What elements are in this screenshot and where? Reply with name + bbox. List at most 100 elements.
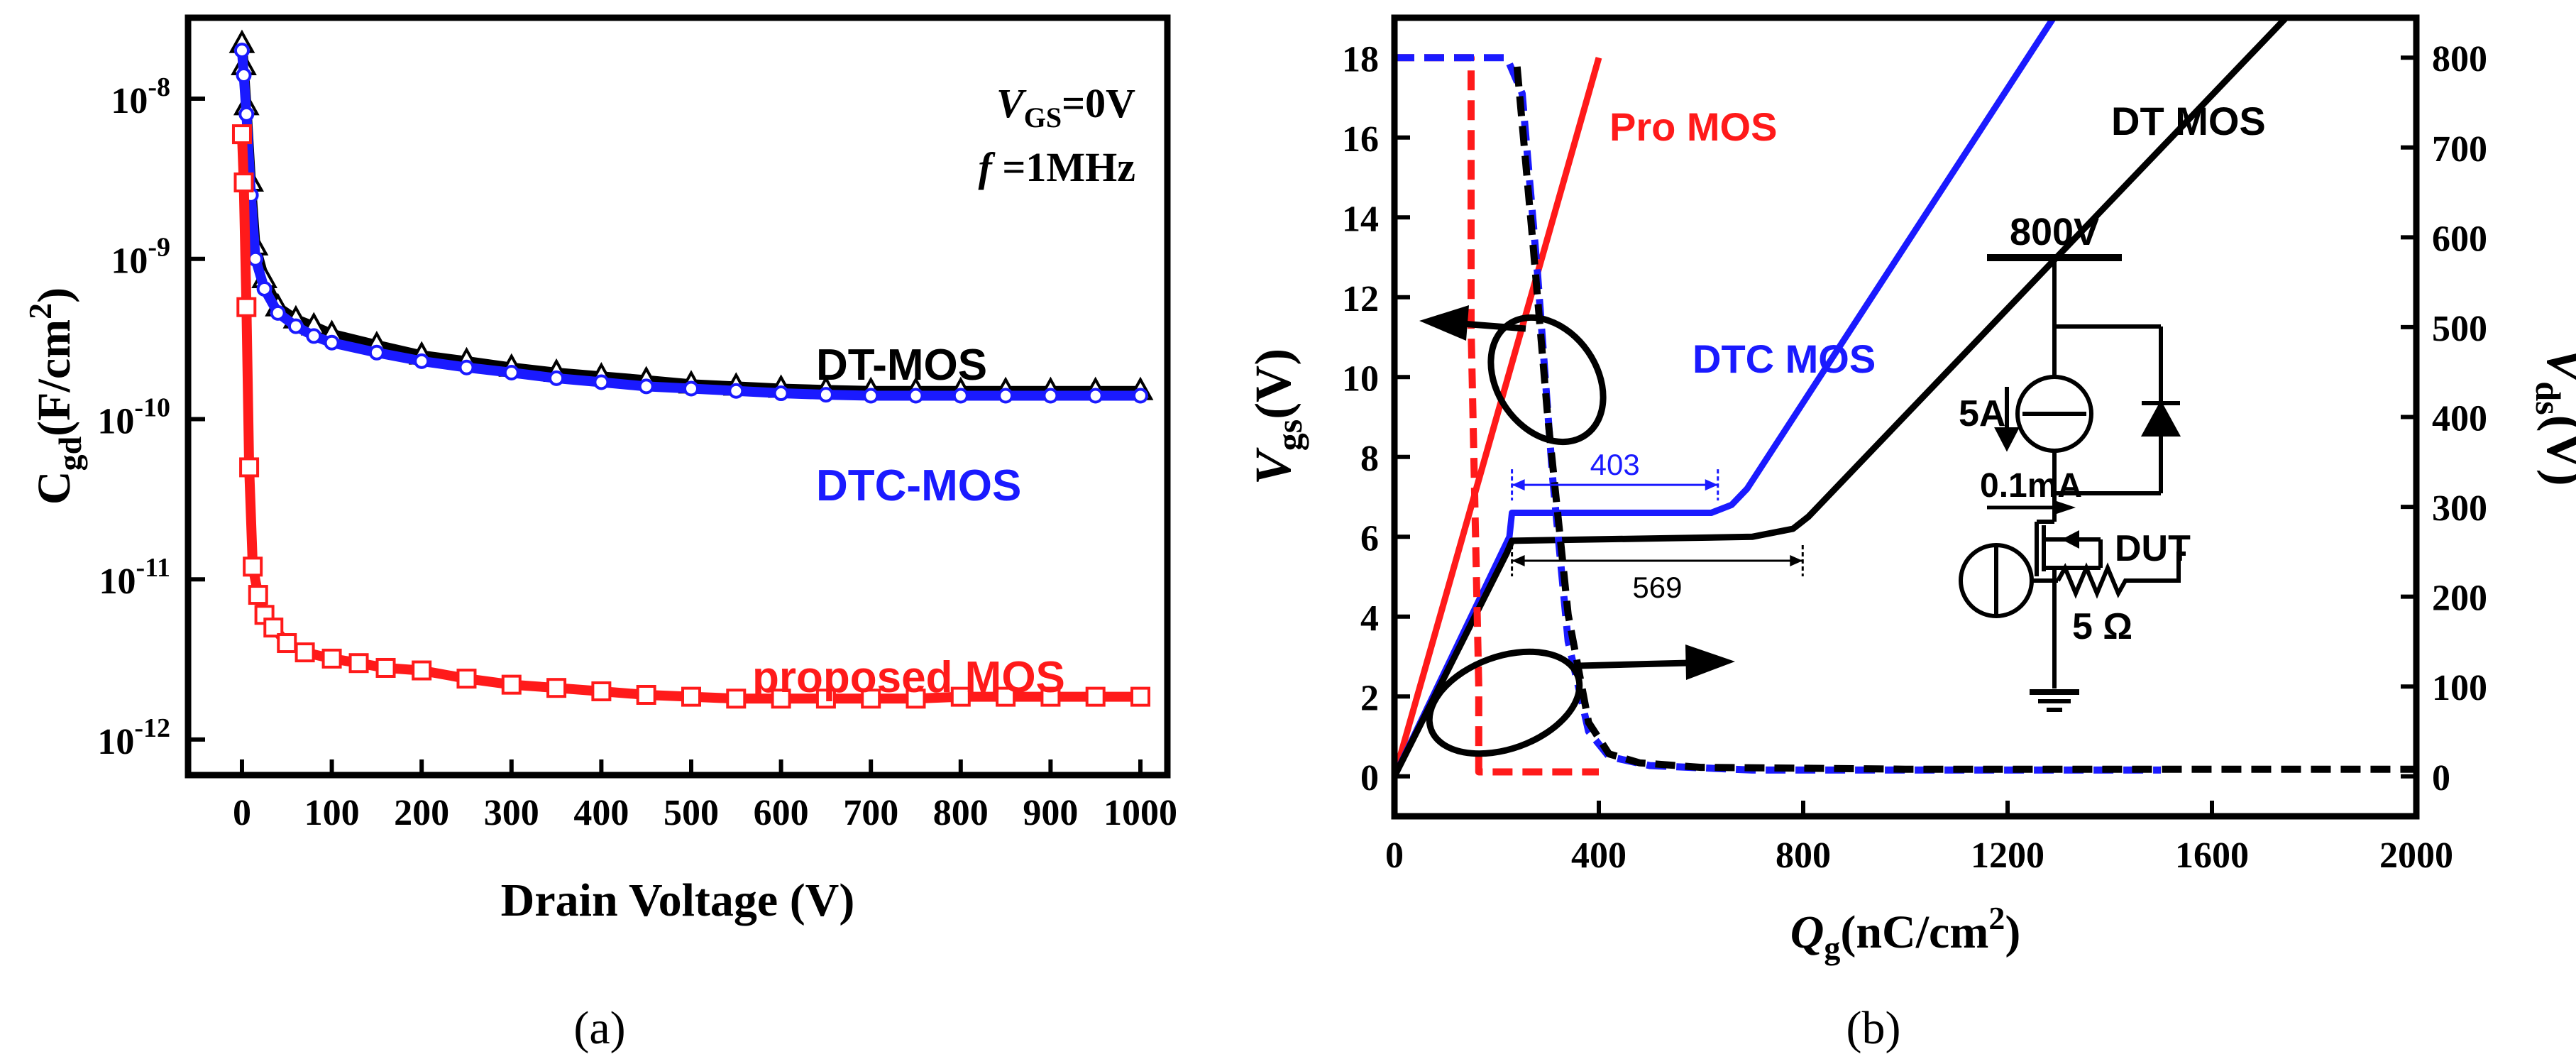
a-y-axis-title: Cgd(F/cm2): [22, 287, 88, 505]
a-x-tick-label: 300: [484, 793, 539, 833]
b-left-axis-arrowhead: [1419, 305, 1469, 341]
b-x-tick-label: 0: [1385, 835, 1404, 876]
b-y-tick-label: 8: [1360, 439, 1379, 479]
b-y2-tick-label: 400: [2432, 399, 2487, 439]
a-proposed-mos-point: [243, 556, 263, 577]
b-y2-tick-label: 600: [2432, 219, 2487, 259]
b-series-dtc-mos: [1391, 16, 2057, 778]
a-proposed-mos-point: [236, 297, 257, 317]
a-x-tick-label: 200: [394, 793, 449, 833]
panel-a: 0 100 200 300 400 500 600 700 800 900 1000 10-12 10-…: [22, 14, 1177, 1054]
b-plateau-arrowhead: [1705, 479, 1718, 491]
a-y-tick-label: 10-12: [97, 713, 170, 762]
a-dtc-mos-point: [324, 334, 340, 351]
supply-voltage-label: 800V: [2010, 211, 2099, 253]
a-dtc-mos-point: [247, 251, 263, 267]
a-y-tick-label: 10-11: [99, 553, 170, 602]
a-x-tick-label: 1000: [1103, 793, 1177, 833]
a-series-line: [237, 50, 1140, 401]
a-dtc-mos-point: [233, 43, 250, 59]
a-dtc-mos-point: [818, 387, 834, 403]
b-plateau-arrowhead: [1790, 555, 1803, 566]
b-y-tick-label: 14: [1342, 199, 1379, 239]
b-x-tick-label: 1600: [2175, 835, 2249, 876]
b-y-tick-label: 2: [1360, 678, 1379, 718]
b-y2-tick-label: 700: [2432, 129, 2487, 170]
a-proposed-mos-point: [996, 686, 1016, 707]
a-vgs-annotation: VGS=0V: [996, 80, 1135, 133]
test-circuit: 800V 5A DUT: [1959, 211, 2191, 712]
b-x-tick-label: 2000: [2379, 835, 2453, 876]
panel-b: 0 400 800 1200 1600 2000024681012141618010020…: [1245, 14, 2576, 1054]
mosfet-arrow-icon: [2062, 530, 2079, 549]
a-dtc-mos-point: [998, 388, 1014, 404]
a-dtc-mos-point: [863, 388, 879, 404]
a-proposed-mos-point: [906, 688, 926, 709]
b-plateau-label: 569: [1632, 571, 1682, 604]
a-dtc-mos-point: [908, 388, 924, 404]
b-plateau-arrowhead: [1512, 479, 1525, 491]
a-proposed-mos-point: [501, 674, 522, 695]
b-label-pro-mos: Pro MOS: [1609, 104, 1777, 149]
a-proposed-mos-point: [295, 642, 315, 663]
a-proposed-mos-point: [546, 678, 567, 698]
a-dtc-mos-point: [773, 385, 789, 402]
b-label-dt-mos: DT MOS: [2111, 99, 2266, 143]
b-right-axis-ellipse: [1426, 648, 1583, 757]
b-plateau-annotations: 403 569: [1511, 448, 1804, 604]
a-x-tick-label: 500: [664, 793, 719, 833]
a-label-dtc-mos: DTC-MOS: [816, 461, 1021, 510]
a-x-tick-label: 700: [843, 793, 898, 833]
a-dtc-mos-point: [287, 318, 304, 334]
a-caption: (a): [573, 1002, 625, 1054]
gate-current-label: 0.1mA: [1980, 467, 2082, 505]
a-label-proposed-mos: proposed MOS: [752, 653, 1065, 702]
a-proposed-mos-point: [591, 681, 612, 701]
a-x-tick-label: 900: [1023, 793, 1078, 833]
a-dtc-mos-point: [1133, 388, 1149, 404]
b-left-axis-arrow: [1461, 320, 1526, 332]
b-series-dt-mos: [1391, 15, 2289, 778]
b-right-axis-arrow: [1578, 659, 1690, 669]
a-label-dt-mos: DT-MOS: [816, 341, 987, 390]
a-dtc-mos-point: [549, 370, 565, 386]
a-x-tick-label: 600: [754, 793, 809, 833]
b-x-axis-title: Qg(nC/cm2): [1790, 900, 2021, 966]
a-x-tick-label: 100: [304, 793, 360, 833]
b-y2-tick-label: 200: [2432, 578, 2487, 619]
b-y2-tick-label: 100: [2432, 668, 2487, 708]
b-y-tick-label: 0: [1360, 758, 1379, 799]
a-proposed-mos-point: [771, 688, 791, 709]
a-proposed-mos-point: [412, 660, 432, 681]
a-y-tick-label: 10-9: [111, 233, 170, 282]
b-right-axis-arrowhead: [1685, 644, 1735, 680]
b-y-tick-label: 16: [1342, 119, 1379, 160]
b-plateau-label: 403: [1590, 448, 1640, 481]
a-x-tick-label: 0: [233, 793, 251, 833]
a-dtc-mos-point: [458, 359, 475, 375]
b-y-axis-title: Vgs(V): [1245, 349, 1309, 485]
a-dtc-mos-point: [306, 328, 322, 344]
a-proposed-mos-point: [321, 648, 342, 669]
a-proposed-mos-point: [1040, 686, 1061, 707]
a-proposed-mos-point: [348, 653, 369, 674]
a-series: [229, 29, 1154, 709]
a-frequency-annotation: f =1MHz: [979, 144, 1135, 190]
a-proposed-mos-point: [950, 686, 971, 707]
b-y-tick-label: 4: [1360, 598, 1379, 639]
a-proposed-mos-point: [239, 457, 260, 478]
gate-resistor-icon: [2056, 552, 2186, 599]
a-series-line: [237, 133, 1140, 704]
a-dtc-mos-point: [503, 365, 519, 381]
a-proposed-mos-point: [1130, 686, 1151, 707]
a-proposed-mos-point: [375, 657, 396, 678]
a-y-tick-label: 10-10: [97, 393, 170, 441]
a-proposed-mos-point: [681, 686, 701, 707]
a-y-tick-label: 10-8: [111, 72, 170, 121]
a-proposed-mos-point: [726, 688, 747, 709]
a-x-tick-label: 800: [933, 793, 989, 833]
b-y2-tick-label: 0: [2432, 758, 2450, 799]
b-label-dtc-mos: DTC MOS: [1692, 336, 1876, 381]
b-y-tick-label: 12: [1342, 279, 1379, 319]
